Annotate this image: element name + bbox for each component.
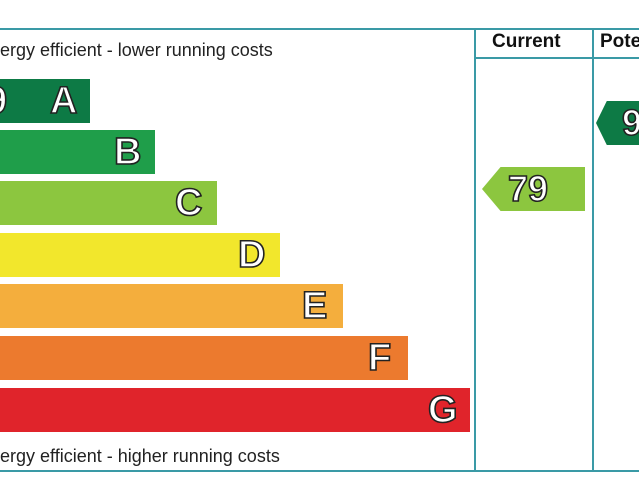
current-column-divider [474,28,476,472]
bottom-caption: ergy efficient - higher running costs [0,446,280,466]
potential-column-divider [592,28,594,472]
band-c-letter: C [174,181,203,225]
current-column-header: Current [492,31,561,52]
rating-band-e: E [0,284,343,328]
potential-rating-value: 9 [621,101,639,144]
band-d-letter: D [237,233,266,277]
band-g-letter: G [427,388,458,432]
top-caption: ergy efficient - lower running costs [0,40,273,60]
rating-band-g: G [0,388,470,432]
rating-band-c: C [0,181,217,225]
potential-rating-arrow: 9 [596,101,639,145]
rating-band-b: B [0,130,155,174]
band-f-letter: F [367,336,392,380]
chart-bottom-border [0,470,639,472]
potential-column-header: Pote [600,31,639,52]
band-e-letter: E [301,284,328,328]
rating-band-d: D [0,233,280,277]
rating-band-a: 9 A [0,79,90,123]
current-rating-value: 79 [507,167,549,210]
band-b-letter: B [113,130,142,174]
band-a-letter: A [49,79,78,123]
band-a-prefix: 9 [0,79,8,123]
column-header-underline [475,57,639,59]
chart-top-border [0,28,639,30]
rating-band-f: F [0,336,408,380]
current-rating-arrow: 79 [482,167,585,211]
